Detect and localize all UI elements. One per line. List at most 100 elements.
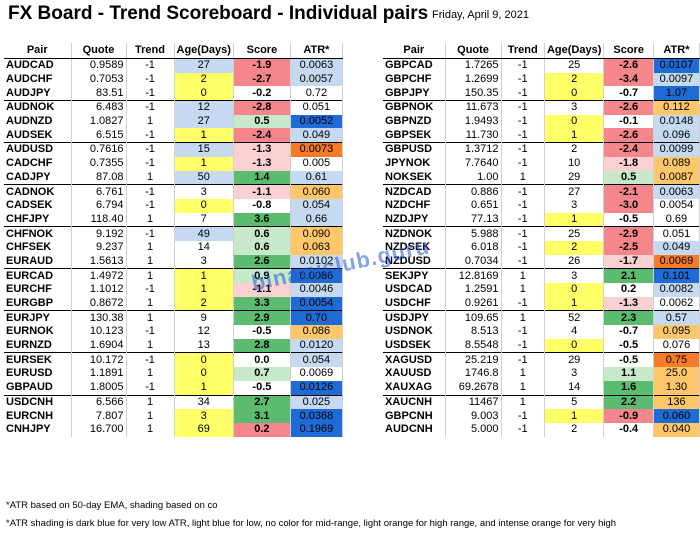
col-header-trend[interactable]: Trend [126,43,175,59]
age-cell: 0 [544,114,605,129]
quote-cell: 5.988 [445,226,502,241]
pair-cell: AUDSEK [4,128,72,143]
report-date: Friday, April 9, 2021 [432,9,530,21]
atr-cell: 0.049 [290,128,343,143]
quote-cell: 130.38 [71,310,127,326]
atr-cell: 0.0054 [653,198,700,213]
age-cell: 1 [544,212,605,227]
pair-cell: NZDCAD [383,184,446,199]
trend-cell: -1 [501,114,545,129]
col-header-pair[interactable]: Pair [383,43,446,59]
score-cell: 2.7 [233,394,291,410]
trend-cell: -1 [501,254,545,269]
col-header-quote[interactable]: Quote [71,43,127,59]
atr-cell: 0.089 [653,156,700,171]
age-cell: 25 [544,226,605,241]
table-row: GBPJPY 150.35 -1 0 -0.7 1.07 [383,86,700,101]
col-header-age[interactable]: Age(Days) [174,43,234,59]
atr-cell: 0.051 [653,226,700,241]
quote-cell: 77.13 [445,212,502,227]
atr-cell: 0.076 [653,338,700,353]
score-cell: 3.3 [233,296,291,311]
age-cell: 12 [174,325,234,339]
age-cell: 34 [174,394,234,410]
score-cell: -0.1 [603,114,654,129]
quote-cell: 1.8005 [71,380,127,395]
age-cell: 1 [174,283,234,297]
quote-cell: 0.7355 [71,156,127,171]
page-title: FX Board - Trend Scoreboard - Individual… [8,3,429,24]
age-cell: 27 [174,114,234,129]
pair-cell: SEKJPY [383,268,446,283]
score-cell: -0.9 [603,409,654,423]
trend-cell: -1 [126,184,175,199]
age-cell: 2 [174,72,234,87]
atr-cell: 0.70 [290,310,343,326]
quote-cell: 7.807 [71,409,127,423]
age-cell: 25 [544,57,605,73]
left-table-body: AUDCAD 0.9589 -1 27 -1.9 0.0063 AUDCHF 0.7053 -1… [4,57,343,437]
pair-cell: GBPSEK [383,128,446,143]
left-pairs-table: Pair Quote Trend Age(Days) Score ATR* AU… [4,43,343,437]
trend-cell: -1 [501,409,545,423]
atr-cell: 0.0120 [290,338,343,353]
score-cell: -2.8 [233,100,291,115]
age-cell: 5 [544,394,605,410]
age-cell: 2 [544,422,605,437]
atr-cell: 0.040 [653,422,700,437]
trend-cell: -1 [126,57,175,73]
col-header-trend[interactable]: Trend [501,43,545,59]
age-cell: 3 [174,409,234,423]
table-row: USDSEK 8.5548 -1 0 -0.5 0.076 [383,338,700,353]
table-row: AUDCNH 5.000 -1 2 -0.4 0.040 [383,422,700,437]
table-row: AUDJPY 83.51 -1 0 -0.2 0.72 [4,86,343,101]
age-cell: 7 [174,212,234,227]
col-header-atr[interactable]: ATR* [290,43,343,59]
pair-cell: EURNOK [4,325,72,339]
quote-cell: 11467 [445,394,502,410]
table-row: EURAUD 1.5613 1 3 2.6 0.0102 [4,254,343,269]
score-cell: -0.8 [233,198,291,213]
atr-cell: 0.0073 [290,142,343,157]
table-row: NZDJPY 77.13 -1 1 -0.5 0.69 [383,212,700,227]
trend-cell: -1 [501,72,545,87]
atr-cell: 0.096 [653,128,700,143]
quote-cell: 1.9493 [445,114,502,129]
age-cell: 1 [544,128,605,143]
quote-cell: 1.4972 [71,268,127,283]
score-cell: -0.2 [233,86,291,101]
quote-cell: 8.5548 [445,338,502,353]
pair-cell: GBPUSD [383,142,446,157]
table-row: CADNOK 6.761 -1 3 -1.1 0.060 [4,184,343,199]
col-header-score[interactable]: Score [233,43,291,59]
quote-cell: 1.5613 [71,254,127,269]
atr-cell: 25.0 [653,367,700,381]
score-cell: -1.9 [233,57,291,73]
trend-cell: -1 [126,100,175,115]
quote-cell: 25.219 [445,352,502,368]
atr-cell: 0.049 [653,240,700,255]
atr-cell: 0.0046 [290,283,343,297]
col-header-pair[interactable]: Pair [4,43,72,59]
pair-cell: USDJPY [383,310,446,326]
table-row: EURCNH 7.807 1 3 3.1 0.0368 [4,409,343,423]
age-cell: 2 [174,296,234,311]
col-header-quote[interactable]: Quote [445,43,502,59]
atr-cell: 0.063 [290,240,343,255]
age-cell: 4 [544,325,605,339]
table-row: NZDNOK 5.988 -1 25 -2.9 0.051 [383,226,700,241]
col-header-age[interactable]: Age(Days) [544,43,605,59]
age-cell: 50 [174,170,234,185]
trend-cell: -1 [501,100,545,115]
score-cell: -2.4 [603,142,654,157]
col-header-atr[interactable]: ATR* [653,43,700,59]
pair-cell: GBPCAD [383,57,446,73]
col-header-score[interactable]: Score [603,43,654,59]
quote-cell: 1.7265 [445,57,502,73]
right-pairs-table: Pair Quote Trend Age(Days) Score ATR* GB… [383,43,700,437]
atr-cell: 0.054 [290,352,343,368]
pair-cell: CNHJPY [4,422,72,437]
pair-cell: XAUUSD [383,367,446,381]
table-row: EURNZD 1.6904 1 13 2.8 0.0120 [4,338,343,353]
quote-cell: 6.515 [71,128,127,143]
